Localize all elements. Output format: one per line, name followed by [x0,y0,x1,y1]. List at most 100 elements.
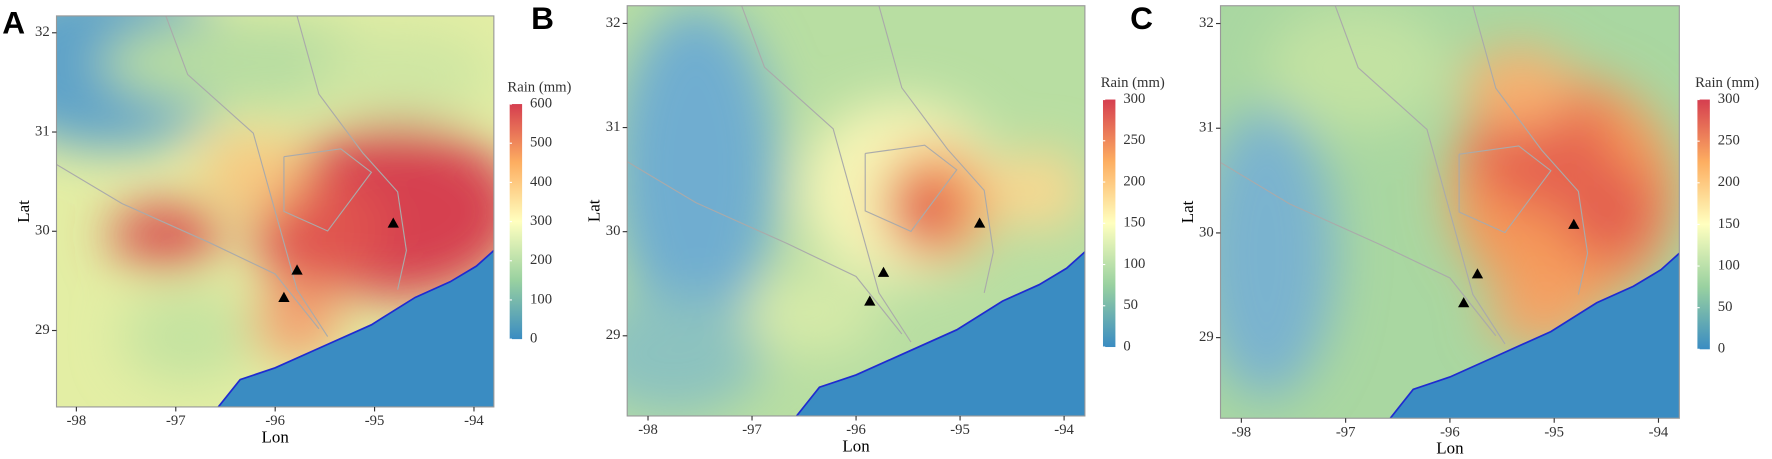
ocean [1390,253,1680,419]
colorbar-tick-label: 200 [1123,173,1145,189]
map-panel: -98 -97 -96 -95 -94 29 30 31 32 Lon Lat A Rain (mm) 0… [2,4,571,446]
y-tick-label: 32 [35,24,50,40]
colorbar-tick-label: 250 [1718,133,1740,149]
rain-field [56,15,494,407]
y-tick-label: 29 [35,322,50,338]
basin-boundary [1458,145,1552,234]
y-tick-label: 30 [1199,224,1214,240]
gauge-marker [877,266,890,277]
basin-boundary [296,15,407,290]
x-tick-label: -94 [1649,424,1669,440]
y-axis-title: Lat [584,199,603,222]
basin-boundary [1334,5,1506,345]
x-axis-title: Lon [842,437,870,456]
colorbar-tick-label: 300 [530,213,552,229]
colorbar-tick-label: 0 [1123,338,1130,354]
basin-boundary [283,148,373,232]
x-tick-label: -96 [1440,424,1460,440]
x-tick-label: -96 [846,422,866,438]
rain-blob [741,272,879,355]
y-tick-label: 29 [606,327,621,343]
x-tick-label: -95 [950,422,970,438]
colorbar-title: Rain (mm) [1695,75,1759,91]
y-tick-label: 30 [35,223,50,239]
basin-boundary [627,161,903,335]
colorbar-tick-label: 150 [1718,216,1740,232]
gauge-marker [1471,268,1484,279]
colorbar-tick-label: 100 [530,291,552,307]
colorbar-tick-label: 400 [530,174,552,190]
ocean [218,250,494,407]
x-tick-label: -97 [166,413,186,429]
coastline [795,251,1085,416]
colorbar-title: Rain (mm) [1101,75,1165,91]
colorbar-tick-label: 600 [530,95,552,111]
rain-blob [318,27,494,122]
rain-blob [200,133,306,212]
colorbar-tick-label: 150 [1123,215,1145,231]
gauge-marker [864,295,876,306]
rain-blob [122,289,254,384]
rain-blob [993,149,1085,232]
rain-blob [627,292,765,416]
y-tick-label: 32 [606,15,621,31]
gauge-marker [278,291,290,302]
rain-blob [1463,46,1574,130]
colorbar [509,104,523,340]
colorbar-tick-label: 50 [1718,299,1733,315]
y-tick-label: 30 [606,223,621,239]
field-blobs [56,15,494,384]
coastline [1389,252,1680,419]
x-tick-label: -98 [67,413,87,429]
gauge-marker [1458,297,1470,308]
y-tick-label: 32 [1199,15,1214,31]
colorbar-tick-label: 100 [1718,257,1740,273]
colorbar [1102,99,1116,348]
rain-blob [627,5,779,334]
y-axis-title: Lat [14,200,33,223]
x-tick-label: -96 [265,413,285,429]
colorbar-tick-label: 100 [1123,256,1145,272]
colorbar-tick-label: 0 [530,330,537,346]
x-tick-label: -97 [1336,424,1356,440]
x-tick-label: -94 [1054,422,1074,438]
x-axis-title: Lon [1436,439,1464,458]
rain-blob [1564,162,1657,262]
colorbar-tick-label: 200 [1718,174,1740,190]
x-axis-title: Lon [262,427,290,446]
rain-blob [253,281,341,361]
map-panel: -98 -97 -96 -95 -94 29 30 31 32 Lon Lat B Rain (mm) 0… [531,0,1165,456]
basin-boundary [56,164,320,330]
x-tick-label: -95 [365,413,385,429]
rain-blob [1220,108,1336,398]
x-tick-label: -94 [464,413,484,429]
colorbar-tick-label: 200 [530,252,552,268]
coastline [217,249,494,407]
rain-field [627,5,1085,416]
colorbar-tick-label: 0 [1718,341,1725,357]
panel-label: A [2,4,25,40]
y-tick-label: 29 [1199,329,1214,345]
y-axis-title: Lat [1178,200,1197,223]
rain-blob [892,173,957,248]
colorbar-title: Rain (mm) [507,80,571,96]
basin-boundary [1472,5,1589,295]
colorbar-tick-label: 300 [1123,91,1145,107]
basin-boundary [1220,162,1497,337]
rain-blob [108,203,223,267]
colorbar-tick-label: 250 [1123,132,1145,148]
gauge-marker [1568,218,1580,229]
basin-boundary [864,144,958,233]
colorbar-tick-label: 50 [1123,297,1138,313]
colorbar-tick-label: 500 [530,135,552,151]
y-tick-label: 31 [1199,120,1214,136]
x-tick-label: -95 [1544,424,1564,440]
y-tick-label: 31 [606,119,621,135]
basin-boundary [165,15,329,337]
x-tick-label: -97 [742,422,762,438]
basin-boundary [878,5,994,294]
y-tick-label: 31 [35,123,50,139]
x-tick-label: -98 [1232,424,1252,440]
gauge-marker [387,217,399,228]
panel-label: B [531,0,554,36]
